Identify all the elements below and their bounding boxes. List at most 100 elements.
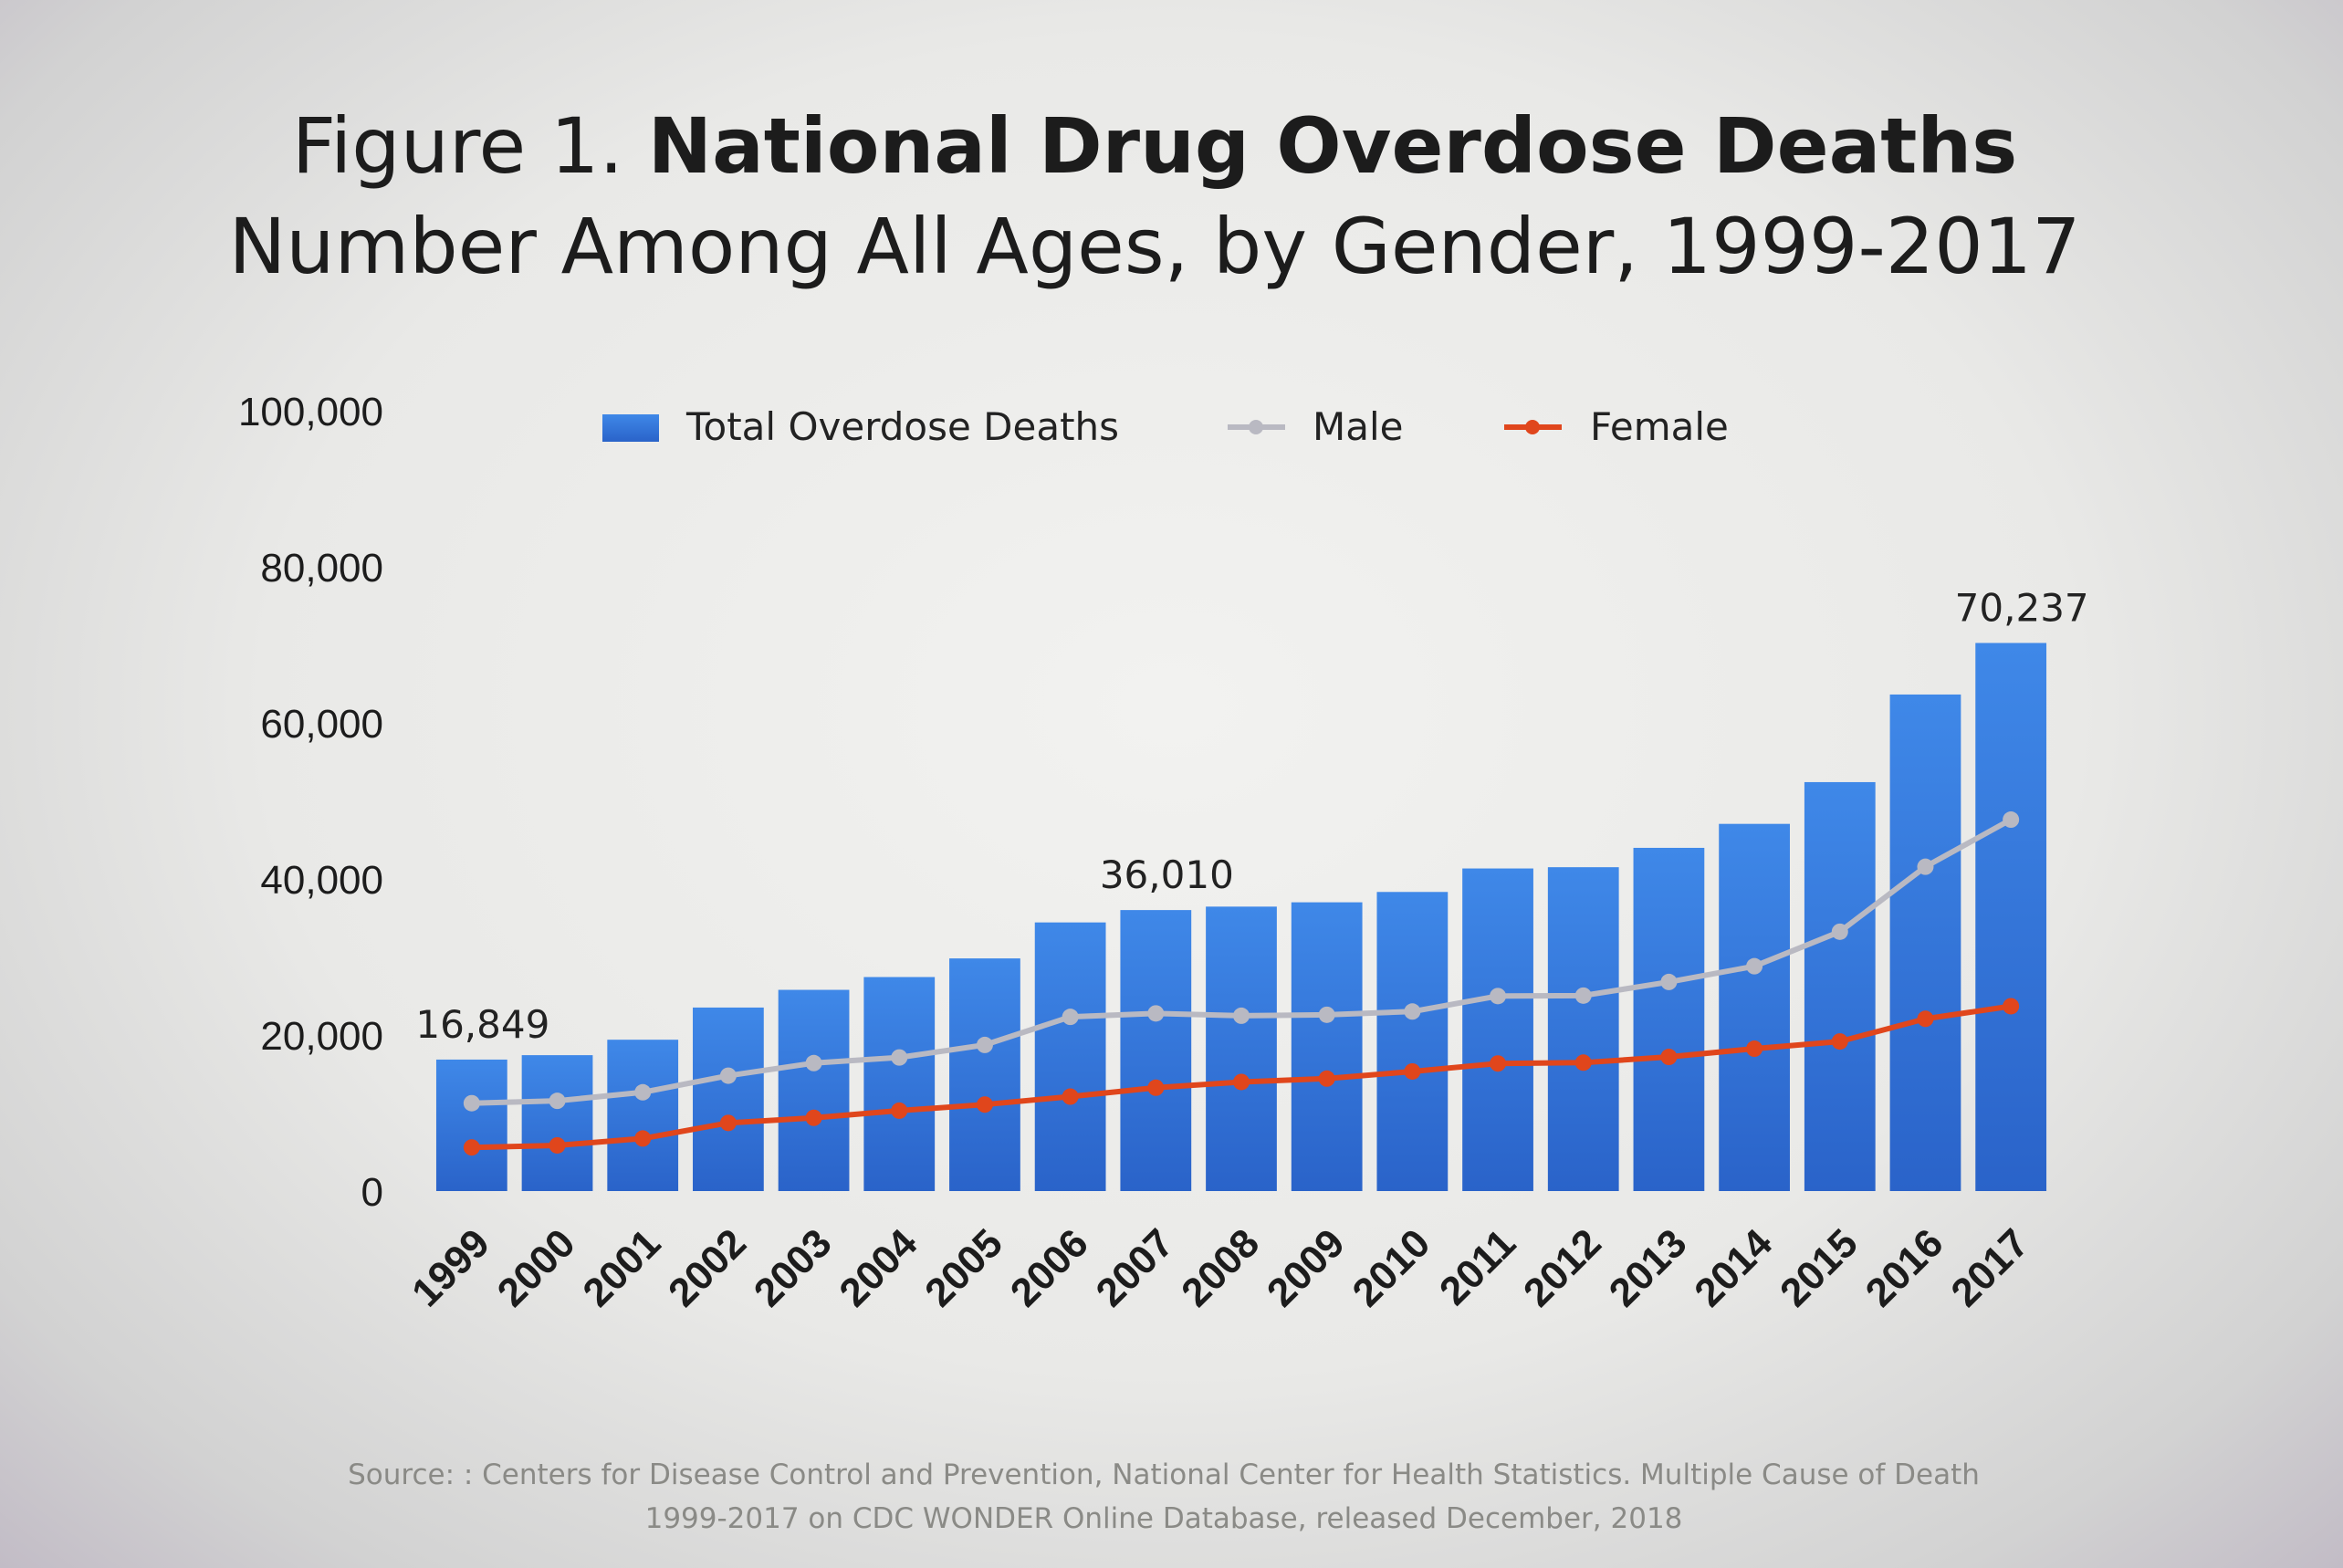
chart-title: Figure 1. National Drug Overdose Deaths (0, 96, 2309, 196)
x-tick-label: 2007 (1088, 1220, 1183, 1315)
chart-subtitle: Number Among All Ages, by Gender, 1999-2… (228, 202, 2081, 291)
bar-2005 (949, 958, 1020, 1191)
x-tick-label: 2005 (916, 1220, 1011, 1315)
chart-title-block: Figure 1. National Drug Overdose Deaths … (0, 96, 2309, 297)
x-tick-label: 2011 (1431, 1220, 1524, 1313)
point-male-2007 (1147, 1005, 1165, 1022)
point-male-1999 (463, 1094, 480, 1112)
bar-series-total (435, 643, 2047, 1191)
y-tick-label: 40,000 (260, 858, 383, 903)
bar-2006 (1034, 922, 1106, 1191)
x-tick-label: 2009 (1259, 1220, 1354, 1315)
data-annotations: 16,849 36,010 70,237 (415, 585, 2088, 1046)
legend-label-female: Female (1590, 404, 1729, 449)
x-tick-label: 2003 (746, 1220, 841, 1315)
point-male-2013 (1660, 973, 1678, 990)
point-male-2001 (634, 1083, 652, 1101)
point-male-2017 (2003, 811, 2020, 829)
bar-2010 (1376, 892, 1449, 1191)
annotation-2007: 36,010 (1100, 852, 1234, 897)
bar-2001 (607, 1040, 679, 1191)
y-tick-label: 100,000 (238, 390, 383, 434)
x-tick-label: 2002 (660, 1220, 755, 1315)
x-tick-label: 2006 (1002, 1220, 1097, 1315)
point-female-2006 (1062, 1088, 1079, 1105)
point-female-2008 (1233, 1073, 1250, 1091)
point-female-2005 (976, 1096, 993, 1113)
x-tick-label: 1999 (403, 1220, 498, 1315)
point-female-2015 (1831, 1033, 1848, 1051)
legend-item-total: Total Overdose Deaths (602, 404, 1119, 449)
bar-2011 (1462, 868, 1533, 1191)
point-female-2003 (805, 1109, 822, 1126)
bar-2014 (1719, 823, 1790, 1191)
legend-marker-male (1249, 420, 1263, 434)
annotation-1999: 16,849 (415, 1002, 549, 1047)
x-tick-label: 2000 (489, 1220, 584, 1315)
point-female-2002 (719, 1114, 737, 1132)
point-female-1999 (463, 1139, 480, 1156)
x-tick-label: 2012 (1515, 1220, 1610, 1315)
y-tick-label: 0 (361, 1170, 383, 1215)
point-male-2005 (976, 1036, 993, 1053)
legend-swatch-total (602, 414, 659, 442)
point-male-2008 (1233, 1007, 1250, 1024)
point-male-2002 (719, 1067, 737, 1084)
point-male-2015 (1831, 923, 1848, 940)
x-axis: 1999200020012002200320042005200620072008… (403, 1220, 2037, 1315)
point-female-2004 (891, 1102, 908, 1119)
bar-2017 (1975, 643, 2047, 1191)
x-tick-label: 2010 (1344, 1220, 1439, 1315)
point-female-2012 (1574, 1054, 1592, 1071)
y-tick-label: 20,000 (260, 1014, 383, 1059)
figure-number: Figure 1. (291, 101, 624, 191)
source-line-1: Source: : Centers for Disease Control an… (348, 1458, 1980, 1491)
bar-2000 (521, 1055, 593, 1191)
legend-item-female: Female (1504, 404, 1729, 449)
x-tick-label: 2016 (1857, 1220, 1952, 1315)
point-male-2003 (805, 1054, 822, 1071)
bar-2004 (863, 977, 936, 1191)
source-note: Source: : Centers for Disease Control an… (0, 1453, 2327, 1541)
point-male-2012 (1574, 987, 1592, 1004)
x-tick-label: 2014 (1686, 1220, 1781, 1315)
bar-2002 (693, 1007, 764, 1191)
point-male-2016 (1917, 858, 1934, 875)
source-line-2: 1999-2017 on CDC WONDER Online Database,… (644, 1502, 1683, 1535)
point-male-2004 (891, 1049, 908, 1066)
y-tick-label: 80,000 (260, 546, 383, 591)
bar-2009 (1291, 902, 1363, 1191)
point-female-2014 (1746, 1040, 1763, 1058)
chart-title-main: National Drug Overdose Deaths (647, 101, 2018, 191)
point-female-2000 (549, 1136, 566, 1154)
legend-item-male: Male (1228, 404, 1403, 449)
x-tick-label: 2004 (831, 1220, 926, 1315)
point-female-2011 (1490, 1055, 1507, 1072)
bar-2007 (1120, 910, 1192, 1191)
point-female-2013 (1660, 1049, 1678, 1066)
legend-label-total: Total Overdose Deaths (685, 404, 1119, 449)
point-female-2009 (1318, 1070, 1335, 1087)
point-male-2009 (1318, 1006, 1335, 1023)
legend-marker-female (1525, 420, 1540, 434)
line-series (463, 811, 2020, 1156)
x-tick-label: 2001 (574, 1220, 669, 1315)
point-female-2016 (1917, 1010, 1934, 1028)
annotation-2017: 70,237 (1955, 585, 2089, 630)
bar-1999 (435, 1059, 507, 1191)
point-female-2017 (2003, 998, 2020, 1015)
point-female-2001 (634, 1130, 652, 1147)
bar-2003 (778, 989, 850, 1191)
x-tick-label: 2017 (1942, 1220, 2037, 1315)
point-female-2010 (1404, 1062, 1421, 1080)
bar-2012 (1547, 867, 1619, 1191)
x-tick-label: 2015 (1772, 1220, 1867, 1315)
legend-label-male: Male (1313, 404, 1403, 449)
point-male-2014 (1746, 957, 1763, 975)
point-male-2010 (1404, 1003, 1421, 1020)
y-axis: 0 20,000 40,000 60,000 80,000 100,000 (238, 390, 383, 1215)
bar-2015 (1804, 781, 1876, 1191)
point-male-2006 (1062, 1009, 1079, 1026)
y-tick-label: 60,000 (260, 702, 383, 747)
point-male-2000 (549, 1092, 566, 1110)
